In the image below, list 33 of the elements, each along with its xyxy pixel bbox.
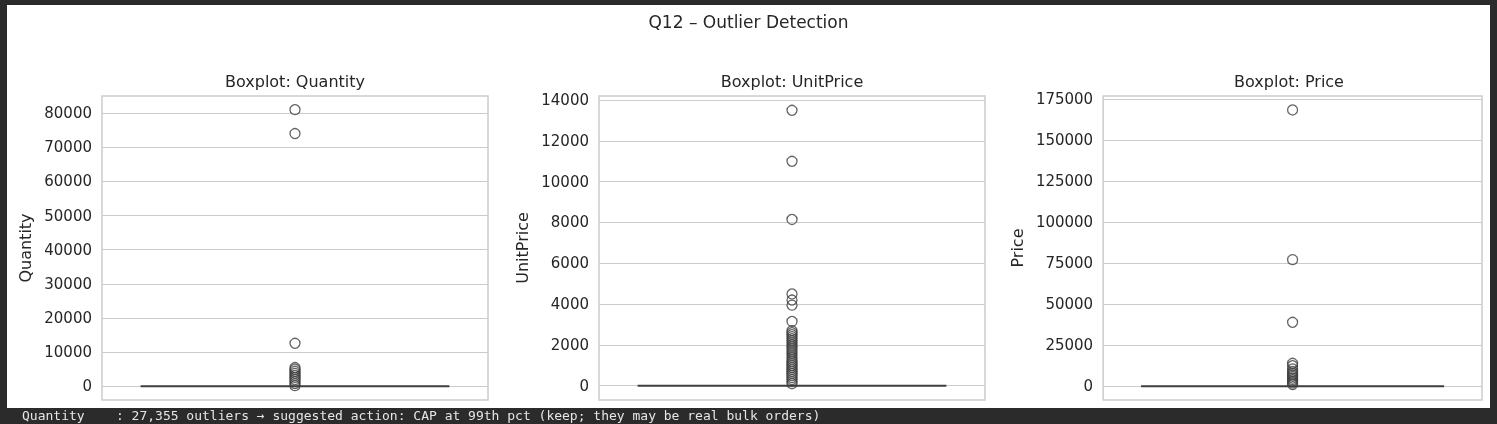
y-tick-label: 60000 — [44, 172, 92, 191]
y-tick-label: 50000 — [1045, 295, 1094, 314]
y-tick-label: 80000 — [44, 104, 92, 123]
y-tick-label: 75000 — [1045, 254, 1094, 273]
y-tick-label: 175000 — [1035, 90, 1094, 109]
y-tick-label: 30000 — [44, 274, 92, 293]
y-tick-label: 12000 — [541, 131, 589, 150]
y-tick-label: 10000 — [541, 172, 589, 191]
y-tick-label: 10000 — [44, 343, 92, 362]
y-tick-label: 125000 — [1035, 172, 1094, 191]
text: Quantity : 27,355 outliers → suggested action: CAP at 99th pct (keep; they may be real bulk orders) — [22, 408, 821, 424]
y-tick-label: 8000 — [550, 213, 589, 232]
text: Q12 – Outlier Detection — [647, 12, 850, 32]
y-tick-label: 14000 — [541, 91, 589, 110]
chart-title: Boxplot: Price — [1234, 71, 1344, 91]
y-tick-label: 50000 — [44, 206, 92, 225]
y-tick-label: 150000 — [1035, 131, 1094, 150]
chart-title: Boxplot: Quantity — [224, 71, 366, 91]
y-axis-title: UnitPrice — [512, 212, 532, 284]
y-axis-title: Price — [1007, 228, 1027, 268]
y-tick-label: 25000 — [1045, 336, 1094, 355]
y-axis-title: Quantity — [15, 213, 35, 283]
y-tick-label: 100000 — [1035, 213, 1094, 232]
y-tick-label: 40000 — [44, 240, 92, 259]
y-tick-label: 0 — [1083, 377, 1094, 396]
y-tick-label: 2000 — [550, 335, 589, 354]
chart-title: Boxplot: UnitPrice — [720, 71, 864, 91]
y-tick-label: 0 — [579, 376, 589, 395]
y-tick-label: 0 — [82, 377, 92, 396]
y-tick-label: 70000 — [44, 138, 92, 157]
y-tick-label: 20000 — [44, 309, 92, 328]
y-tick-label: 6000 — [550, 254, 589, 273]
y-tick-label: 4000 — [550, 295, 589, 314]
